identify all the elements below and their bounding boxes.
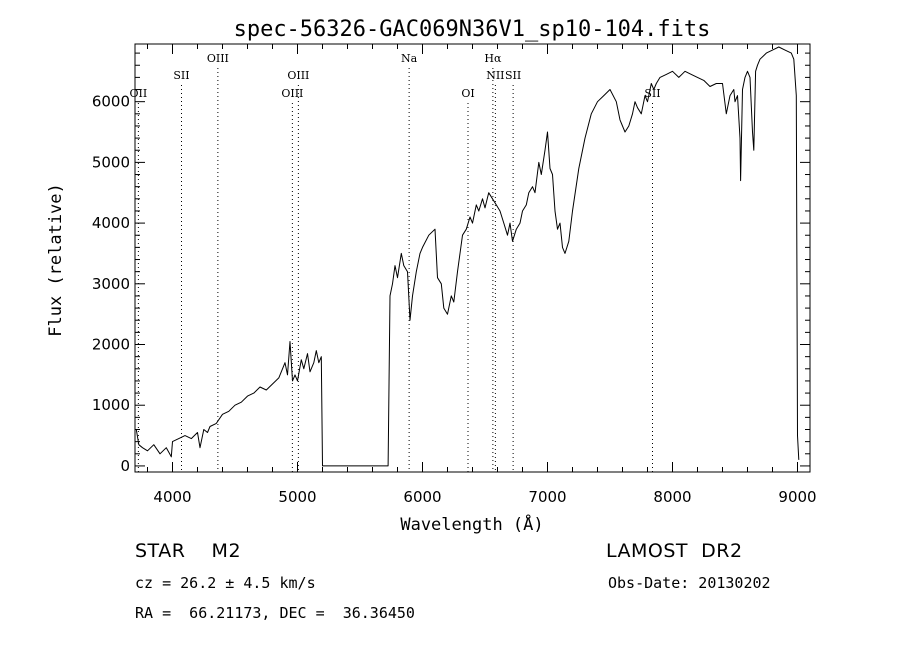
line-label: SII (644, 87, 660, 100)
line-label: SII (173, 69, 189, 82)
y-tick-label: 4000 (92, 214, 130, 232)
x-axis-label: Wavelength (Å) (400, 513, 543, 535)
plot-frame (134, 43, 811, 473)
y-tick-label: 5000 (92, 153, 130, 171)
y-tick-label: 0 (120, 457, 130, 475)
x-tick-label: 4000 (153, 488, 191, 506)
y-tick-label: 6000 (92, 93, 130, 111)
line-label: NII (486, 69, 504, 82)
line-label: OII (130, 87, 148, 100)
y-tick-label: 2000 (92, 336, 130, 354)
line-label: SII (505, 69, 521, 82)
axes: 4000 5000 6000 7000 8000 9000 0 1000 2000 3000 400… (92, 44, 817, 506)
spectrum-series (135, 46, 800, 467)
line-label: OI (461, 87, 474, 100)
x-tick-label: 5000 (278, 488, 316, 506)
chart-title: spec-56326-GAC069N36V1_sp10-104.fits (234, 17, 711, 42)
line-label: Hα (484, 52, 502, 65)
x-tick-label: 8000 (653, 488, 691, 506)
spectrum-line-0 (135, 46, 800, 467)
obs-date: Obs-Date: 20130202 (608, 574, 771, 592)
x-tick-label: 6000 (403, 488, 441, 506)
survey-name: LAMOST DR2 (606, 540, 743, 562)
redshift-velocity: cz = 26.2 ± 4.5 km/s (135, 574, 316, 592)
x-tick-label: 9000 (778, 488, 816, 506)
line-label: OIII (207, 52, 229, 65)
spectrum-chart: spec-56326-GAC069N36V1_sp10-104.fits OII… (46, 17, 817, 535)
x-tick-label: 7000 (528, 488, 566, 506)
line-label: Na (401, 52, 418, 65)
line-label: OIII (281, 87, 303, 100)
y-tick-label: 1000 (92, 396, 130, 414)
y-axis-label: Flux (relative) (46, 183, 66, 337)
line-label: OIII (287, 69, 309, 82)
object-class: STAR M2 (135, 540, 242, 562)
y-tick-label: 3000 (92, 275, 130, 293)
ra-dec: RA = 66.21173, DEC = 36.36450 (135, 604, 415, 622)
